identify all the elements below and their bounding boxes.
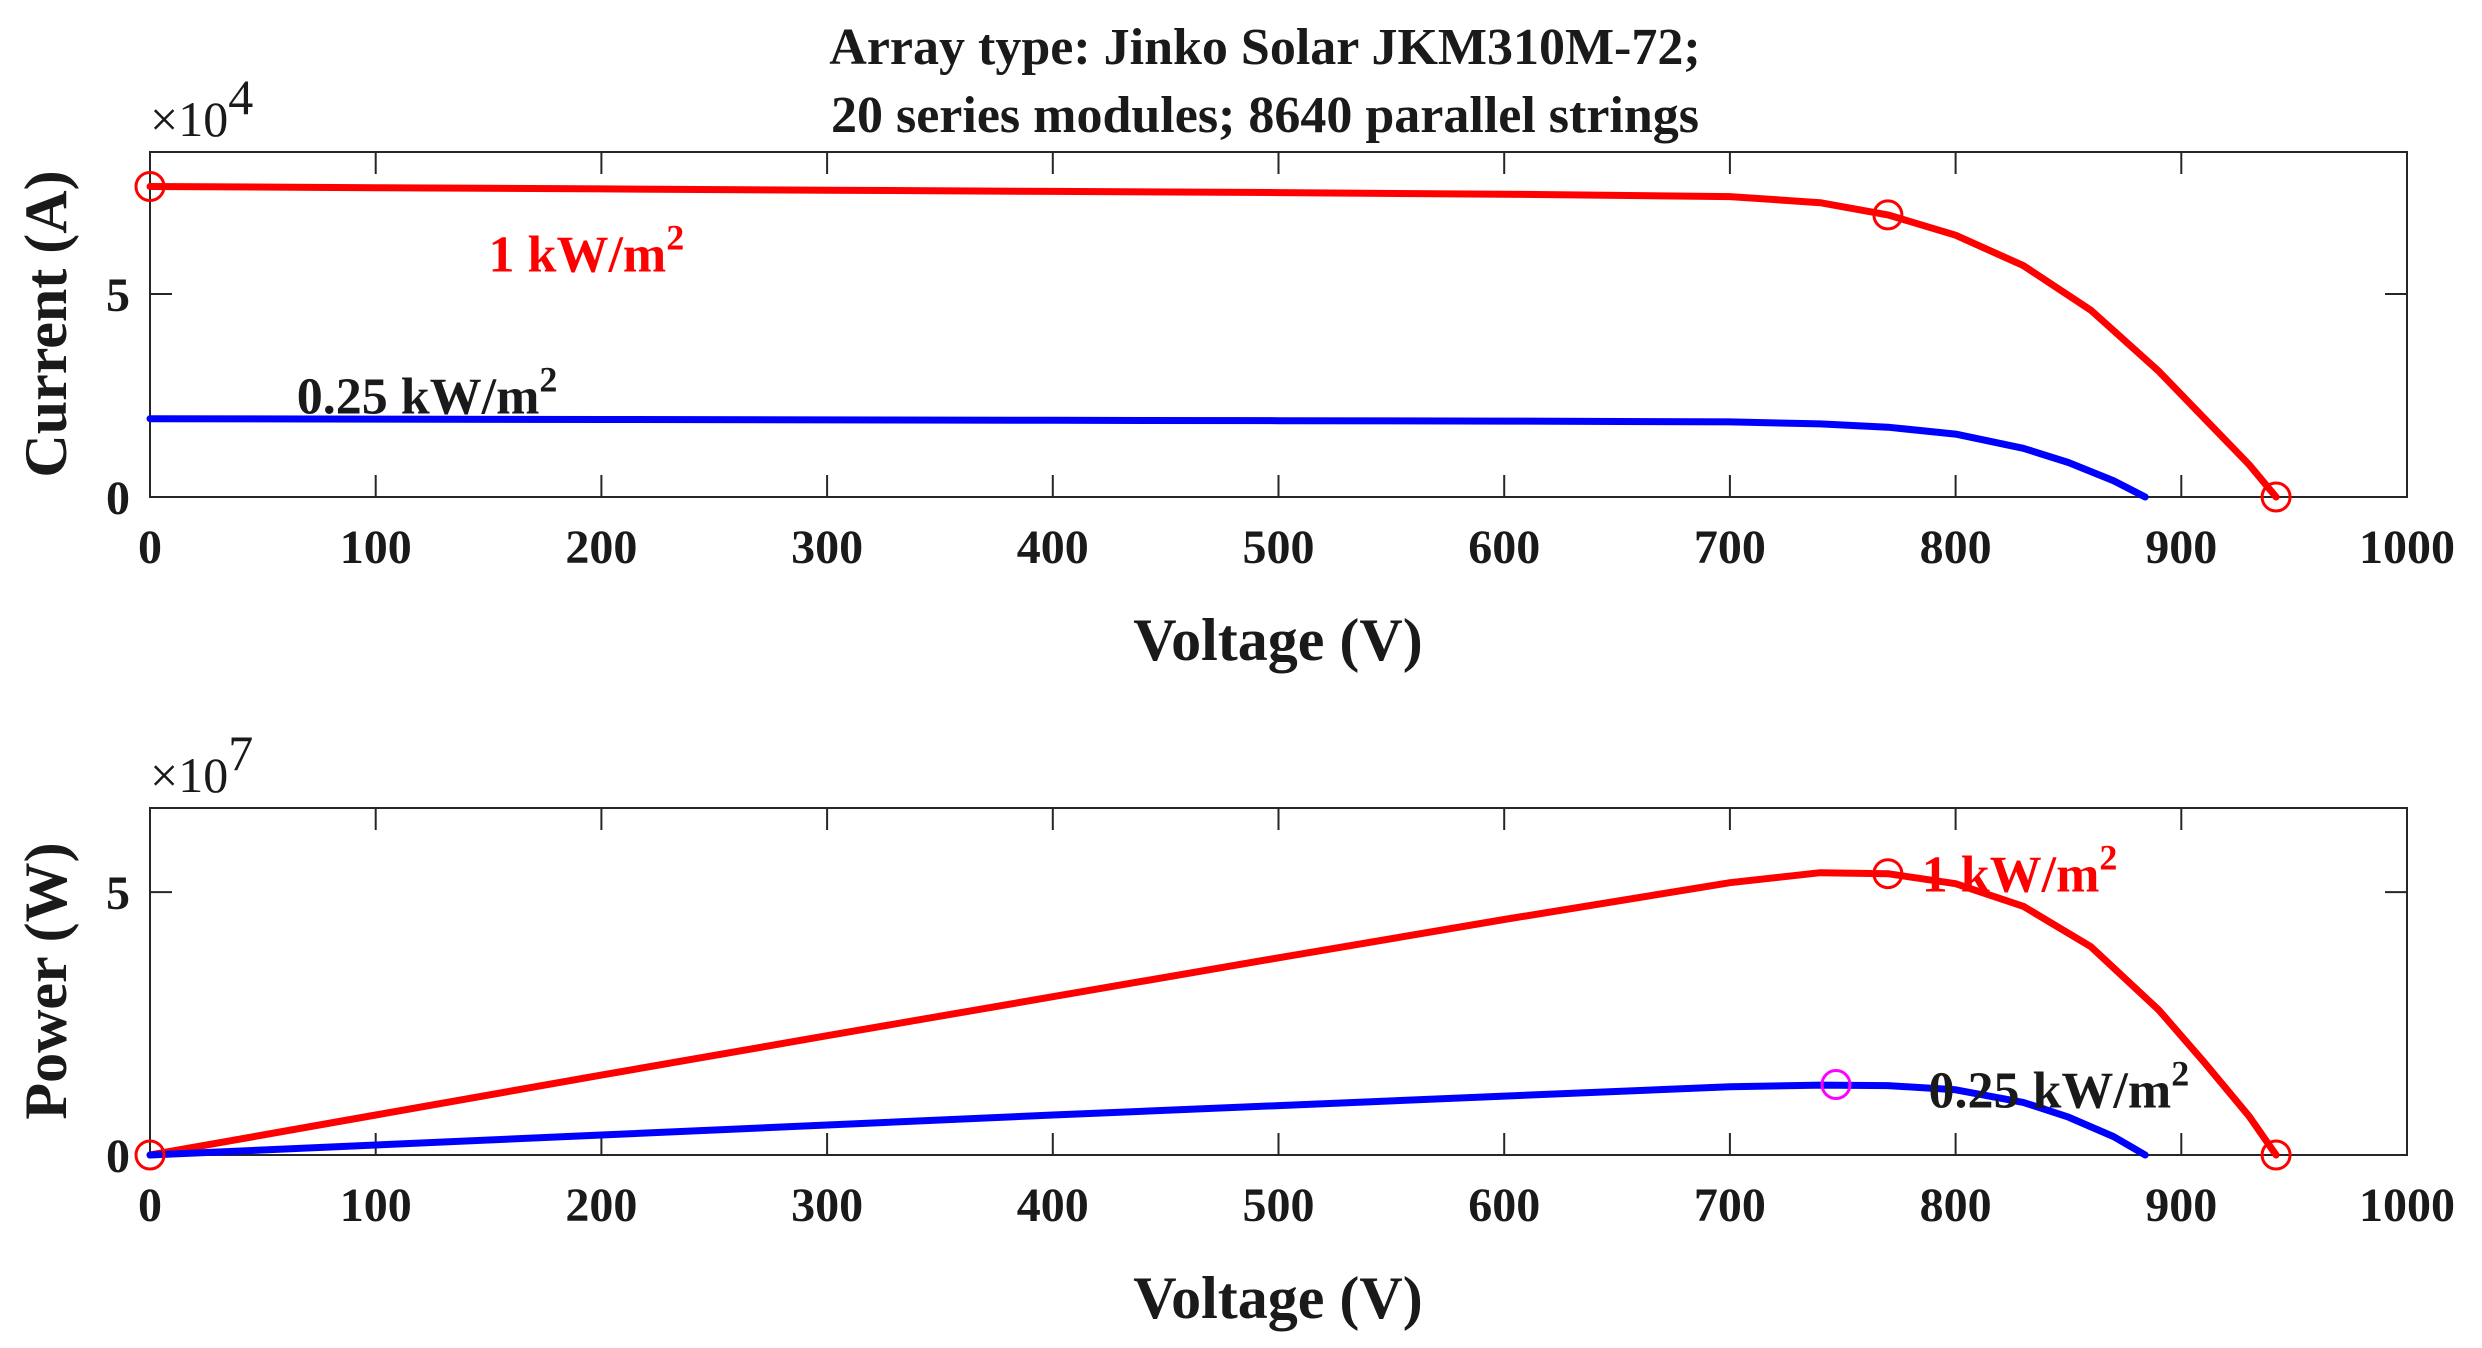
- power-voltage-plot: 0 100 200 300 400 500 600 700 800 900 1000 05 1 kW…: [13, 725, 2455, 1331]
- current-x-tick-label-10: 1000: [2359, 521, 2455, 574]
- power-y-ticks: 05: [106, 867, 2407, 1183]
- power-series: [146, 869, 2280, 1159]
- current-annotation-sup-1: 2: [539, 360, 557, 400]
- current-exponent-base: ×10: [150, 91, 228, 147]
- current-x-tick-label-6: 600: [1468, 521, 1540, 574]
- current-x-tick-label-5: 500: [1243, 521, 1315, 574]
- current-exponent-label: ×104: [150, 69, 253, 147]
- power-annotation-sup-0: 2: [2099, 838, 2117, 878]
- power-annotation-sup-1: 2: [2171, 1053, 2189, 1093]
- current-x-axis-label: Voltage (V): [1133, 607, 1422, 673]
- power-x-axis-label: Voltage (V): [1133, 1265, 1422, 1331]
- current-voltage-plot: 0 100 200 300 400 500 600 700 800 900 1000 05 1 kW…: [13, 69, 2455, 673]
- current-marker-0: [134, 171, 166, 202]
- power-markers: [134, 858, 2292, 1171]
- power-x-ticks: 0 100 200 300 400 500 600 700 800 900 1000: [138, 808, 2455, 1232]
- current-markers: [134, 171, 2292, 513]
- chart-title-line-1: Array type: Jinko Solar JKM310M-72;: [829, 19, 1700, 76]
- power-annotations: 1 kW/m20.25 kW/m2: [1922, 838, 2189, 1120]
- power-x-tick-label-5: 500: [1243, 1179, 1315, 1232]
- power-series-line-1: [146, 1081, 2149, 1159]
- power-y-tick-label-1: 5: [106, 867, 130, 920]
- power-exponent-base: ×10: [150, 747, 228, 803]
- power-x-tick-label-0: 0: [138, 1179, 162, 1232]
- power-annotation-0: 1 kW/m2: [1922, 838, 2118, 904]
- current-series-line-1: [146, 415, 2149, 501]
- chart-title-line-2: 20 series modules; 8640 parallel strings: [831, 87, 1699, 144]
- current-annotation-text-1: 0.25 kW/m: [297, 369, 540, 426]
- power-series-line-0: [146, 869, 2280, 1159]
- current-series-line-0: [146, 183, 2280, 501]
- power-marker-3: [2260, 1139, 2292, 1171]
- current-x-tick-label-9: 900: [2145, 521, 2217, 574]
- power-x-tick-label-7: 700: [1694, 1179, 1766, 1232]
- power-exponent-value: 7: [228, 725, 253, 781]
- current-x-ticks: 0 100 200 300 400 500 600 700 800 900 1000: [138, 152, 2455, 574]
- current-exponent-value: 4: [228, 69, 253, 125]
- power-x-tick-label-2: 200: [565, 1179, 637, 1232]
- power-x-tick-label-3: 300: [791, 1179, 863, 1232]
- power-x-tick-label-9: 900: [2145, 1179, 2217, 1232]
- power-marker-0: [134, 1139, 166, 1171]
- current-x-tick-label-1: 100: [340, 521, 412, 574]
- power-annotation-1: 0.25 kW/m2: [1929, 1053, 2190, 1119]
- current-y-axis-label: Current (A): [13, 170, 79, 477]
- current-annotation-1: 0.25 kW/m2: [297, 360, 558, 426]
- power-exponent-label: ×107: [150, 725, 253, 803]
- current-annotation-sup-0: 2: [666, 217, 684, 257]
- power-x-tick-label-10: 1000: [2359, 1179, 2455, 1232]
- power-x-tick-label-6: 600: [1468, 1179, 1540, 1232]
- current-marker-2: [2260, 481, 2292, 513]
- current-x-tick-label-0: 0: [138, 521, 162, 574]
- power-y-axis-label: Power (W): [13, 842, 79, 1119]
- power-x-tick-label-4: 400: [1017, 1179, 1089, 1232]
- current-x-tick-label-8: 800: [1920, 521, 1992, 574]
- current-x-tick-label-7: 700: [1694, 521, 1766, 574]
- power-annotation-text-1: 0.25 kW/m: [1929, 1062, 2172, 1119]
- current-marker-1: [1872, 199, 1904, 231]
- power-marker-1: [1872, 858, 1904, 890]
- current-annotations: 1 kW/m20.25 kW/m2: [297, 217, 685, 425]
- current-y-tick-label-1: 5: [106, 269, 130, 322]
- current-x-tick-label-4: 400: [1017, 521, 1089, 574]
- power-x-tick-label-1: 100: [340, 1179, 412, 1232]
- power-marker-2: [1820, 1069, 1852, 1101]
- power-y-tick-label-0: 0: [106, 1130, 130, 1183]
- power-annotation-text-0: 1 kW/m: [1922, 847, 2100, 904]
- power-x-tick-label-8: 800: [1920, 1179, 1992, 1232]
- current-x-tick-label-3: 300: [791, 521, 863, 574]
- current-annotation-0: 1 kW/m2: [489, 217, 685, 283]
- current-series: [146, 183, 2280, 501]
- current-annotation-text-0: 1 kW/m: [489, 226, 667, 283]
- current-y-tick-label-0: 0: [106, 472, 130, 525]
- current-x-tick-label-2: 200: [565, 521, 637, 574]
- current-plot-frame: [149, 151, 2408, 498]
- current-y-ticks: 05: [106, 269, 2407, 525]
